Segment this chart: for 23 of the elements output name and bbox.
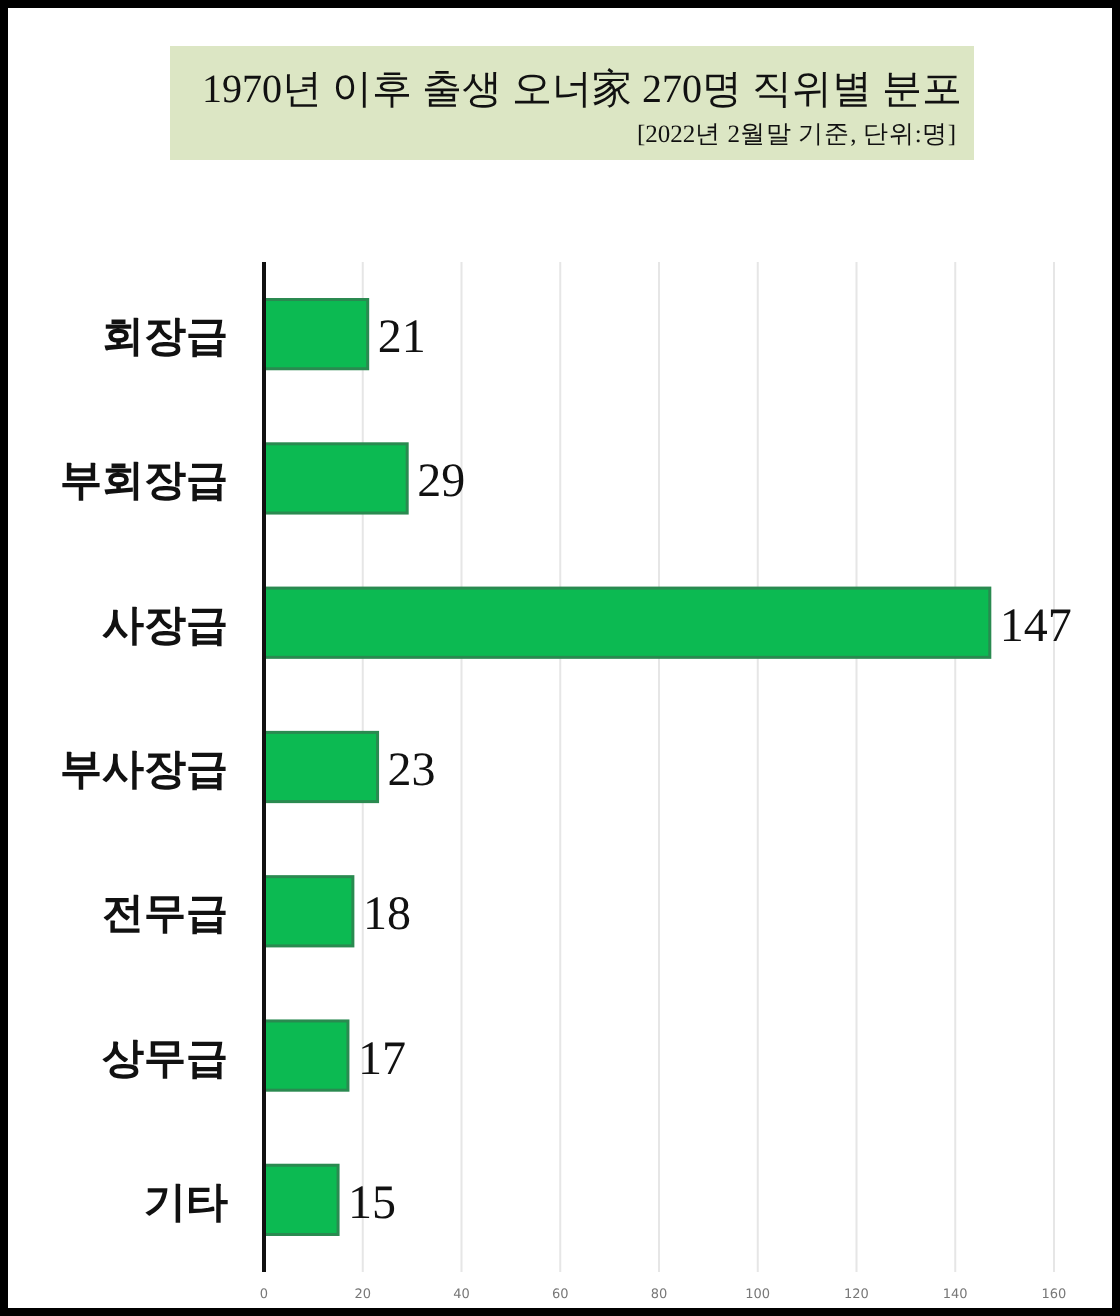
data-label: 23 <box>387 745 436 797</box>
bar <box>262 1163 340 1236</box>
y-tick-label: 부사장급 <box>60 745 228 793</box>
y-tick-label: 부회장급 <box>60 456 228 505</box>
y-tick-label: 전무급 <box>102 889 228 938</box>
bar <box>262 586 992 659</box>
y-tick-label: 상무급 <box>102 1033 228 1082</box>
data-label: 17 <box>357 1033 406 1086</box>
data-label: 147 <box>999 600 1072 653</box>
bar <box>262 298 370 371</box>
bar <box>262 442 409 515</box>
chart-subtitle: [2022년 2월말 기준, 단위:명] <box>636 120 956 148</box>
y-tick-label: 기타 <box>144 1177 228 1226</box>
data-label: 15 <box>348 1177 397 1230</box>
data-label: 18 <box>362 889 411 942</box>
y-tick-label: 회장급 <box>102 312 228 361</box>
bar <box>262 875 355 948</box>
chart-title: 1970년 이후 출생 오너家 270명 직위별 분포 <box>202 68 962 112</box>
data-label: 21 <box>377 312 426 365</box>
bar <box>262 730 380 804</box>
y-tick-label: 사장급 <box>102 600 228 649</box>
data-label: 29 <box>417 456 466 509</box>
bar <box>262 1019 350 1092</box>
